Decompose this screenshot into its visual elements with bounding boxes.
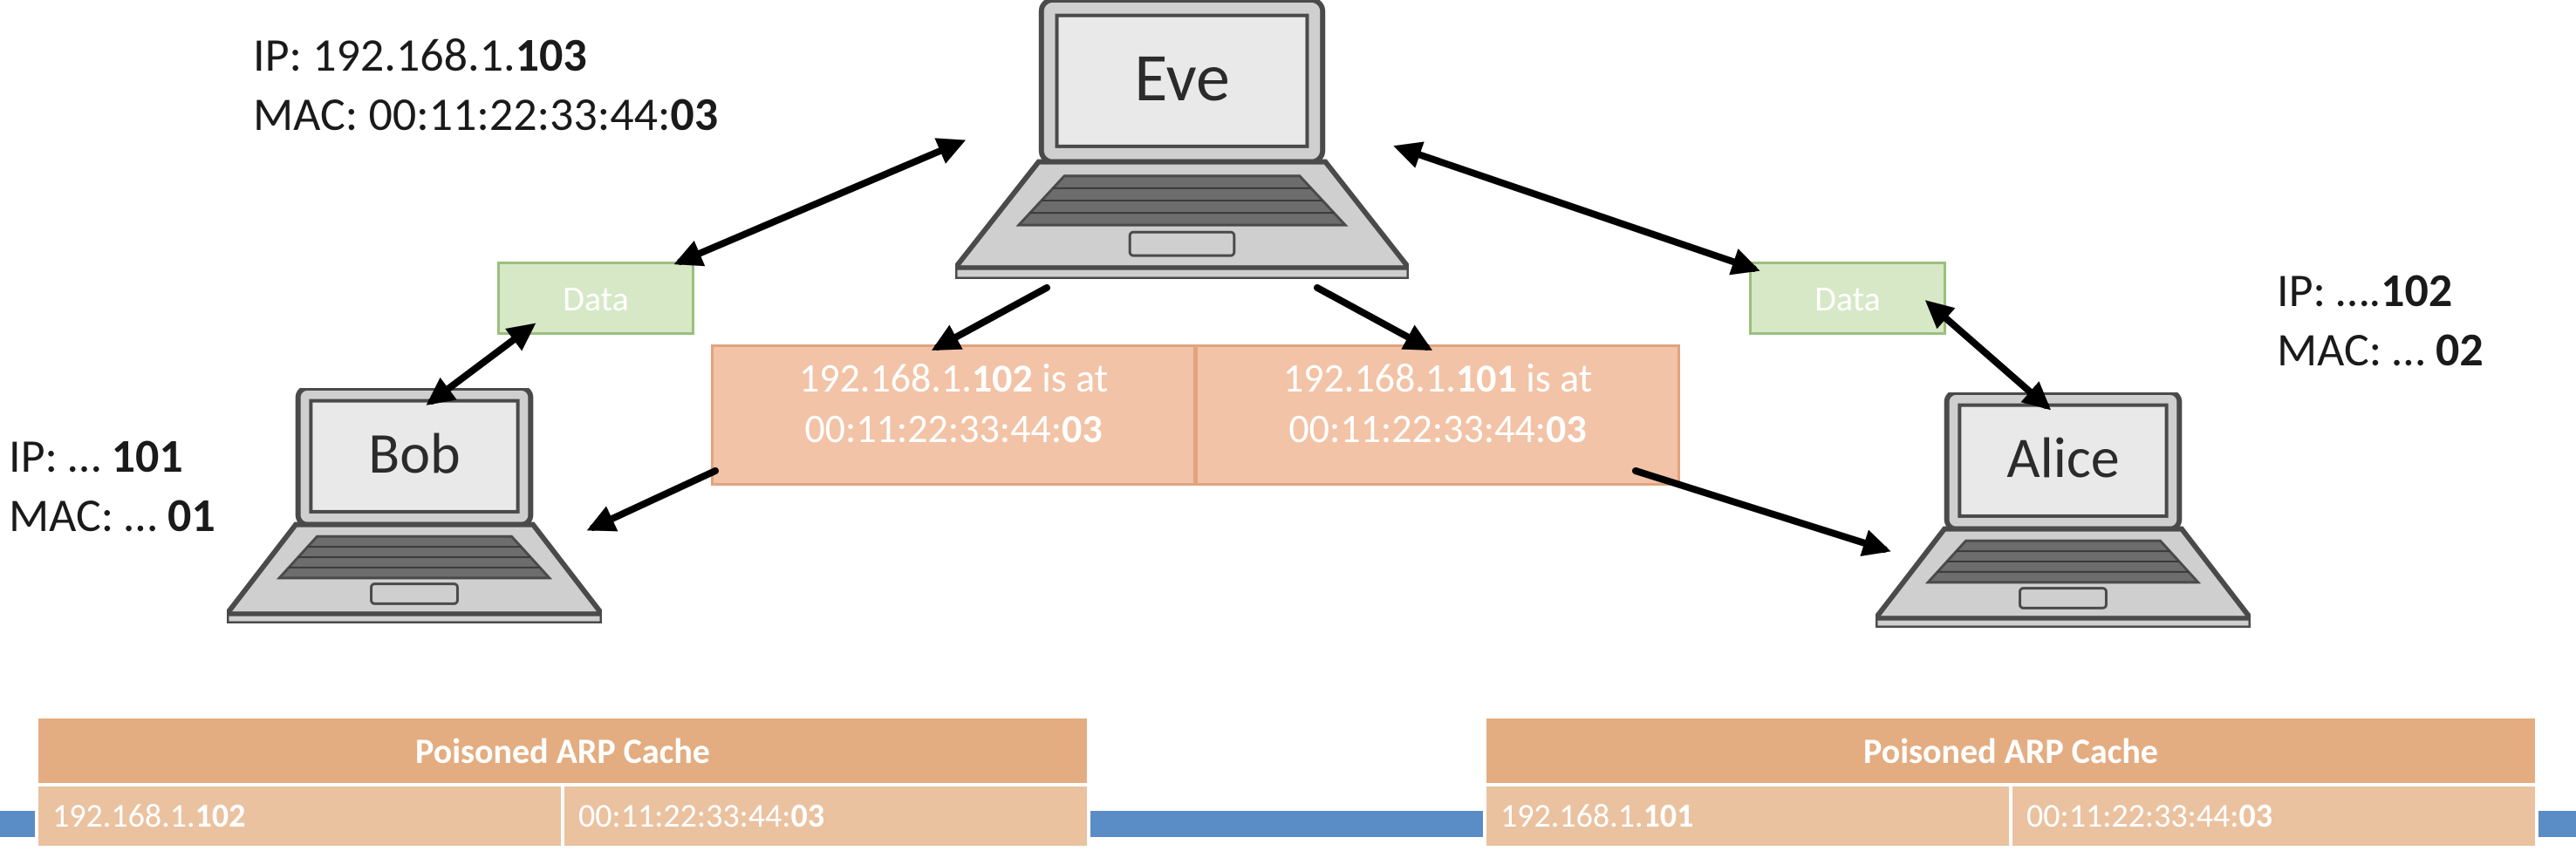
arp-right-title: Poisoned ARP Cache [1485,717,2537,785]
svg-text:Eve: Eve [1134,36,1230,119]
arp-spoof-msg-right: 192.168.1.101 is at 00:11:22:33:44:03 [1195,344,1680,486]
arp-left-title: Poisoned ARP Cache [37,717,1089,785]
eve-address-label: IP: 192.168.1.103 MAC: 00:11:22:33:44:03 [253,26,718,144]
laptop-alice-icon: Alice [1876,392,2251,628]
arp-cache-table-bob: Poisoned ARP Cache 192.168.1.102 00:11:2… [35,715,1090,849]
arp-spoof-msg-left: 192.168.1.102 is at 00:11:22:33:44:03 [711,344,1196,486]
data-packet-right: Data [1749,262,1946,335]
svg-text:Bob: Bob [368,418,460,488]
laptop-eve-icon: Eve [955,0,1409,279]
table-row: 192.168.1.102 00:11:22:33:44:03 [37,785,1089,848]
eve-ip-prefix: IP: [253,26,312,84]
data-packet-left: Data [497,262,694,335]
alice-address-label: IP: ….102 MAC: … 02 [2277,262,2484,379]
svg-text:Alice: Alice [2006,422,2119,493]
arp-cache-table-alice: Poisoned ARP Cache 192.168.1.101 00:11:2… [1483,715,2538,849]
bob-address-label: IP: … 101 MAC: … 01 [9,427,215,545]
table-row: 192.168.1.101 00:11:22:33:44:03 [1485,785,2537,848]
laptop-bob-icon: Bob [227,388,602,623]
eve-mac-prefix: MAC: [253,85,368,143]
